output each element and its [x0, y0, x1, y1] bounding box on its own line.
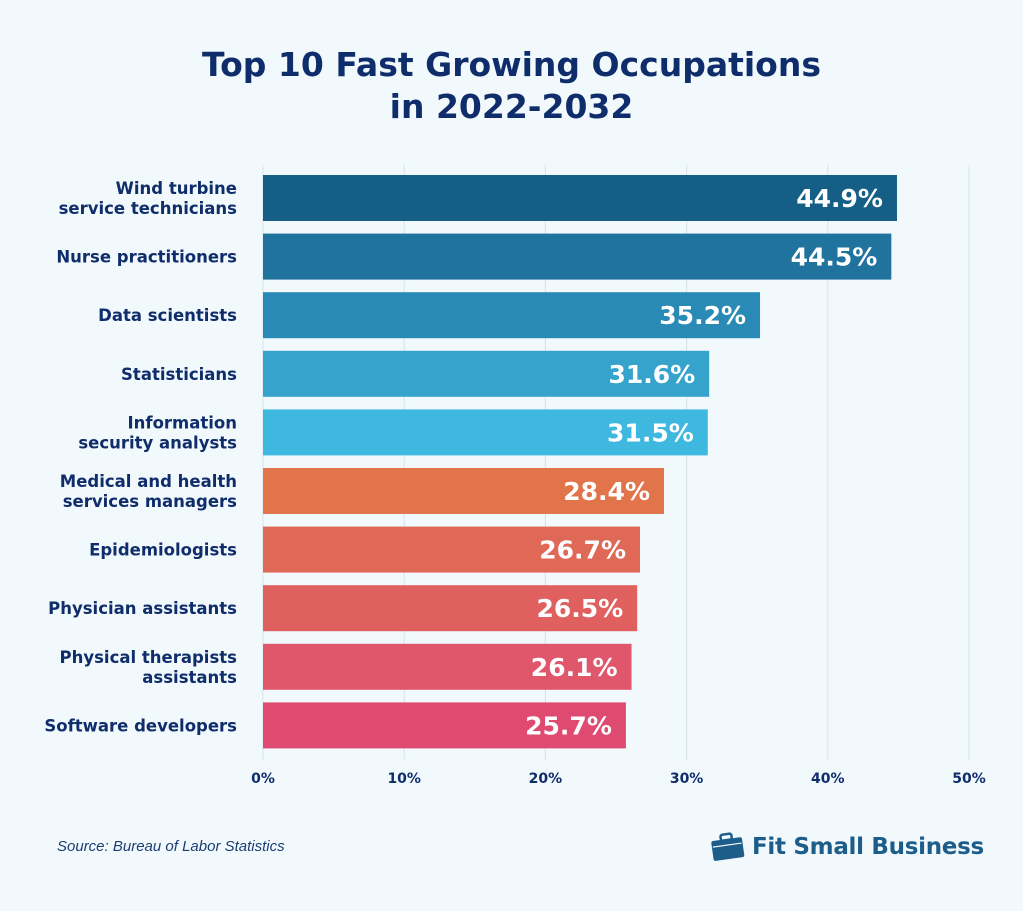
chart-title: Top 10 Fast Growing Occupations in 2022-… [0, 44, 1023, 128]
category-label: Statisticians [121, 365, 237, 384]
data-label: 26.7% [539, 536, 626, 565]
category-label: Software developers [44, 716, 237, 735]
bar [263, 702, 626, 749]
category-label: Data scientists [98, 306, 237, 325]
x-tick-label: 20% [529, 771, 563, 787]
bar [263, 292, 761, 339]
data-label: 26.1% [531, 653, 618, 682]
briefcase-icon [711, 832, 745, 861]
bar [263, 233, 892, 280]
category-label: Epidemiologists [89, 541, 237, 560]
x-tick-label: 0% [251, 771, 275, 787]
x-tick-label: 50% [952, 771, 986, 787]
x-tick-label: 40% [811, 771, 845, 787]
bar [263, 585, 638, 632]
bar [263, 350, 710, 397]
bar [263, 468, 665, 514]
category-label: Medical and health services managers [60, 472, 237, 511]
brand-logo: Fit Small Business [710, 832, 984, 862]
category-label: Nurse practitioners [56, 248, 237, 267]
category-label: Physical therapists assistants [60, 648, 238, 687]
title-line-1: Top 10 Fast Growing Occupations [202, 45, 821, 84]
data-label: 26.5% [536, 594, 623, 623]
data-label: 25.7% [525, 711, 612, 740]
x-tick-label: 30% [670, 771, 704, 787]
data-label: 31.5% [607, 418, 694, 447]
source-note: Source: Bureau of Labor Statistics [57, 838, 285, 855]
data-label: 44.9% [796, 184, 883, 213]
category-label: Wind turbine service technicians [59, 179, 238, 218]
x-tick-label: 10% [387, 771, 421, 787]
data-label: 28.4% [563, 477, 650, 506]
bar [263, 643, 632, 690]
data-label: 35.2% [659, 301, 746, 330]
bar [263, 409, 708, 456]
brand-name: Fit Small Business [752, 834, 984, 860]
category-label: Physician assistants [48, 599, 237, 618]
title-line-2: in 2022-2032 [389, 87, 634, 126]
bar [263, 526, 641, 573]
data-label: 44.5% [791, 243, 878, 272]
category-label: Information security analysts [78, 413, 237, 452]
data-label: 31.6% [608, 360, 695, 389]
bar [263, 175, 897, 221]
